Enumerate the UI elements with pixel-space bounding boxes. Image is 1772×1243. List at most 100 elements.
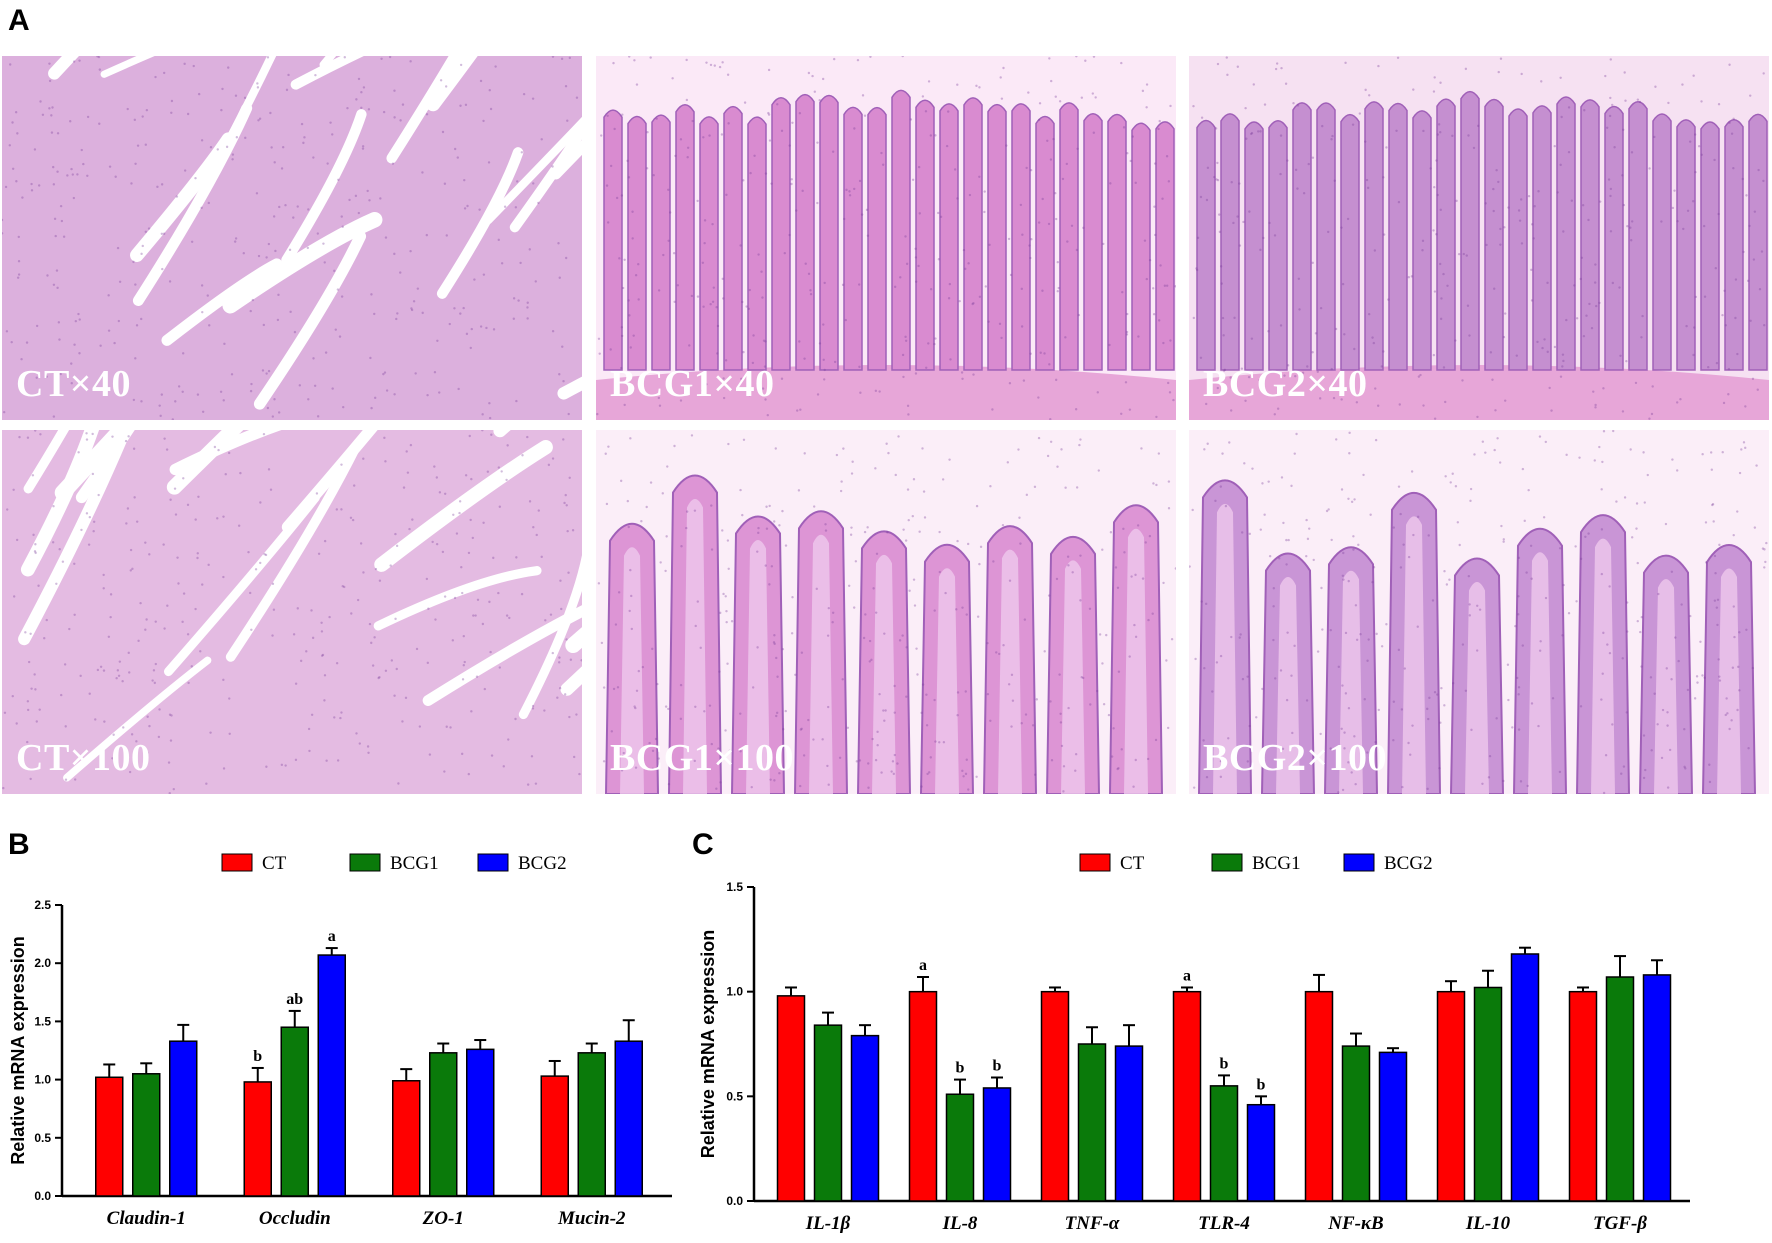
panel-letter-b: B [8, 828, 30, 861]
bar [577, 1052, 606, 1197]
bar [1473, 986, 1503, 1202]
category-label: IL-8 [942, 1213, 978, 1234]
bar [1436, 990, 1466, 1202]
micrograph-bcg1-40: BCG1×40 [596, 56, 1176, 420]
micrograph-label: BCG2×100 [1203, 737, 1387, 779]
legend-swatch [1343, 853, 1375, 872]
category-label: TGF-β [1593, 1213, 1647, 1234]
micrograph-label: CT×100 [16, 737, 151, 779]
category-label: ZO-1 [422, 1208, 464, 1229]
bar [1040, 990, 1070, 1202]
significance-label: a [328, 928, 336, 945]
bar [908, 990, 938, 1202]
bar [317, 954, 346, 1197]
bar [1341, 1045, 1371, 1202]
legend-label: CT [1120, 853, 1145, 874]
significance-label: a [1183, 967, 1191, 984]
micrograph-ct-40: CT×40 [2, 56, 582, 420]
micrograph-bcg2-100: BCG2×100 [1189, 430, 1769, 794]
tissue-image [596, 56, 1176, 420]
y-axis-title: Relative mRNA expression [8, 936, 28, 1164]
category-label: TNF-α [1065, 1213, 1120, 1234]
category-label: Occludin [259, 1208, 331, 1229]
legend-label: BCG1 [1252, 853, 1301, 874]
legend-swatch [477, 853, 509, 872]
bar [280, 1026, 309, 1197]
legend-swatch [221, 853, 253, 872]
legend-swatch [1211, 853, 1243, 872]
y-tick-label: 1.0 [726, 985, 743, 999]
chart-b: 0.0 0.5 1.0 1.5 2.0 2.5 Relative mRNA expressi… [0, 826, 680, 1243]
significance-label: b [1257, 1076, 1266, 1093]
bar [429, 1052, 458, 1197]
legend-swatch [1079, 853, 1111, 872]
bar [982, 1087, 1012, 1202]
category-label: NF-κB [1327, 1213, 1383, 1234]
micrograph-label: BCG2×40 [1203, 363, 1368, 405]
y-tick-label: 0.5 [34, 1131, 51, 1145]
bar [813, 1024, 843, 1202]
bar [466, 1048, 495, 1197]
bar [1378, 1051, 1408, 1202]
micrograph-label: CT×40 [16, 363, 131, 405]
panel-letter-a: A [8, 4, 30, 37]
y-tick-label: 1.5 [726, 880, 743, 894]
micrograph-ct-100: CT×100 [2, 430, 582, 794]
category-label: IL-10 [1465, 1213, 1511, 1234]
legend-label: BCG1 [390, 853, 439, 874]
tissue-image [2, 430, 582, 794]
legend-swatch [349, 853, 381, 872]
bar [1246, 1103, 1276, 1202]
bar [1209, 1085, 1239, 1202]
chart-b-svg: 0.0 0.5 1.0 1.5 2.0 2.5 Relative mRNA expressi… [8, 853, 672, 1229]
y-axis-title: Relative mRNA expression [698, 930, 718, 1158]
tissue-image [1189, 56, 1769, 420]
tissue-image [596, 430, 1176, 794]
legend-label: CT [262, 853, 287, 874]
y-tick-label: 0.5 [726, 1089, 743, 1103]
category-label: Claudin-1 [107, 1208, 186, 1229]
legend-label: BCG2 [1384, 853, 1433, 874]
y-tick-label: 2.0 [34, 956, 51, 970]
significance-label: b [956, 1060, 965, 1077]
significance-label: b [253, 1048, 262, 1065]
bar [540, 1075, 569, 1197]
bar [1605, 976, 1635, 1202]
y-tick-label: 0.0 [726, 1194, 743, 1208]
category-label: IL-1β [805, 1213, 851, 1234]
bar [1642, 974, 1672, 1202]
bar [95, 1076, 124, 1197]
bar [1114, 1045, 1144, 1202]
bar [392, 1080, 421, 1197]
legend-label: BCG2 [518, 853, 567, 874]
tissue-image [1189, 430, 1769, 794]
bar [132, 1073, 161, 1197]
significance-label: b [993, 1057, 1002, 1074]
chart-c-svg: 0.0 0.5 1.0 1.5 Relative mRNA expression CT BC… [698, 853, 1690, 1234]
bar [776, 995, 806, 1202]
y-tick-label: 1.5 [34, 1014, 51, 1028]
chart-c: 0.0 0.5 1.0 1.5 Relative mRNA expression CT BC… [690, 826, 1772, 1243]
micrograph-label: BCG1×100 [610, 737, 794, 779]
bar [1077, 1043, 1107, 1202]
category-label: Mucin-2 [557, 1208, 626, 1229]
significance-label: ab [286, 991, 303, 1008]
y-tick-label: 0.0 [34, 1189, 51, 1203]
micrograph-bcg2-40: BCG2×40 [1189, 56, 1769, 420]
tissue-image [2, 56, 582, 420]
bar [1510, 953, 1540, 1202]
y-tick-label: 2.5 [34, 898, 51, 912]
y-tick-label: 1.0 [34, 1073, 51, 1087]
significance-label: a [919, 957, 927, 974]
bar [614, 1040, 643, 1197]
bar [1304, 990, 1334, 1202]
bar [169, 1040, 198, 1197]
bar [243, 1081, 272, 1197]
category-label: TLR-4 [1198, 1213, 1250, 1234]
bar [945, 1093, 975, 1202]
bar [1568, 990, 1598, 1202]
bar [850, 1034, 880, 1202]
panel-letter-c: C [692, 828, 714, 861]
micrograph-bcg1-100: BCG1×100 [596, 430, 1176, 794]
micrograph-label: BCG1×40 [610, 363, 775, 405]
